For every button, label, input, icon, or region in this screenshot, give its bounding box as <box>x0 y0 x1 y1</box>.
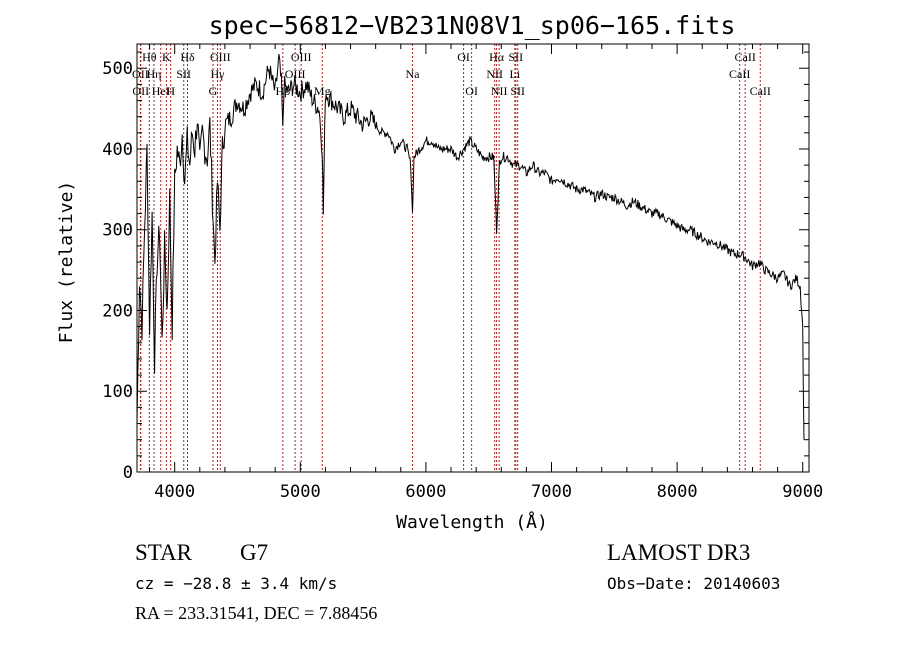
chart-title: spec−56812−VB231N08V1_sp06−165.fits <box>209 11 736 40</box>
x-axis-label: Wavelength (Å) <box>396 511 548 533</box>
x-axis-ticks: 4000 5000 6000 7000 8000 9000 <box>149 44 823 502</box>
emission-line-markers: HθOIIHηOIIHeIKHSIIHδOIIIHγGHβOIIIOIIIMgN… <box>132 44 771 472</box>
line-marker-label: Na <box>405 67 420 81</box>
line-marker-label: NII <box>486 67 503 81</box>
flux-series <box>136 54 805 440</box>
line-marker-label: OI <box>465 84 478 98</box>
line-marker-label: Hθ <box>142 50 157 64</box>
line-marker-label: CaII <box>729 67 750 81</box>
line-marker-label: OII <box>132 84 149 98</box>
line-marker-label: OIII <box>291 50 312 64</box>
y-axis-ticks: 0 100 200 300 400 500 <box>102 51 809 483</box>
line-marker-label: OI <box>457 50 470 64</box>
line-marker-label: SII <box>508 50 523 64</box>
line-marker-label: OIII <box>285 67 306 81</box>
line-marker-label: HeI <box>152 84 170 98</box>
observation-date: Obs−Date: 20140603 <box>607 574 780 593</box>
survey-name: LAMOST DR3 <box>607 540 750 565</box>
line-marker-label: CaII <box>735 50 756 64</box>
line-marker-label: NII <box>491 84 508 98</box>
y-tick-label: 500 <box>102 59 133 79</box>
y-axis-label: Flux (relative) <box>56 181 77 344</box>
object-class: STAR <box>135 540 193 565</box>
line-marker-label: SII <box>510 84 525 98</box>
x-tick-label: 4000 <box>154 482 195 502</box>
line-marker-label: Hγ <box>211 67 226 81</box>
y-tick-label: 100 <box>102 382 133 402</box>
x-tick-label: 7000 <box>531 482 572 502</box>
y-tick-label: 300 <box>102 221 133 241</box>
line-marker-label: G <box>209 84 218 98</box>
object-subclass: G7 <box>240 540 268 565</box>
x-tick-label: 8000 <box>657 482 698 502</box>
y-tick-label: 400 <box>102 140 133 160</box>
line-marker-label: SII <box>176 67 191 81</box>
redshift-cz: cz = −28.8 ± 3.4 km/s <box>135 574 337 593</box>
x-tick-label: 5000 <box>280 482 321 502</box>
line-marker-label: Hη <box>146 67 161 81</box>
line-marker-label: Mg <box>314 84 331 98</box>
plot-frame <box>136 43 810 473</box>
line-marker-label: Hα <box>489 50 505 64</box>
line-marker-label: H <box>166 84 175 98</box>
line-marker-label: Hδ <box>180 50 195 64</box>
x-tick-label: 6000 <box>405 482 446 502</box>
line-marker-label: K <box>162 50 171 64</box>
line-marker-label: CaII <box>750 84 771 98</box>
line-marker-label: OIII <box>210 50 231 64</box>
line-marker-label: Li <box>509 67 520 81</box>
coordinates: RA = 233.31541, DEC = 7.88456 <box>135 603 377 623</box>
y-tick-label: 200 <box>102 301 133 321</box>
x-tick-label: 9000 <box>782 482 823 502</box>
flux-line <box>136 54 805 440</box>
y-tick-label: 0 <box>123 463 133 483</box>
